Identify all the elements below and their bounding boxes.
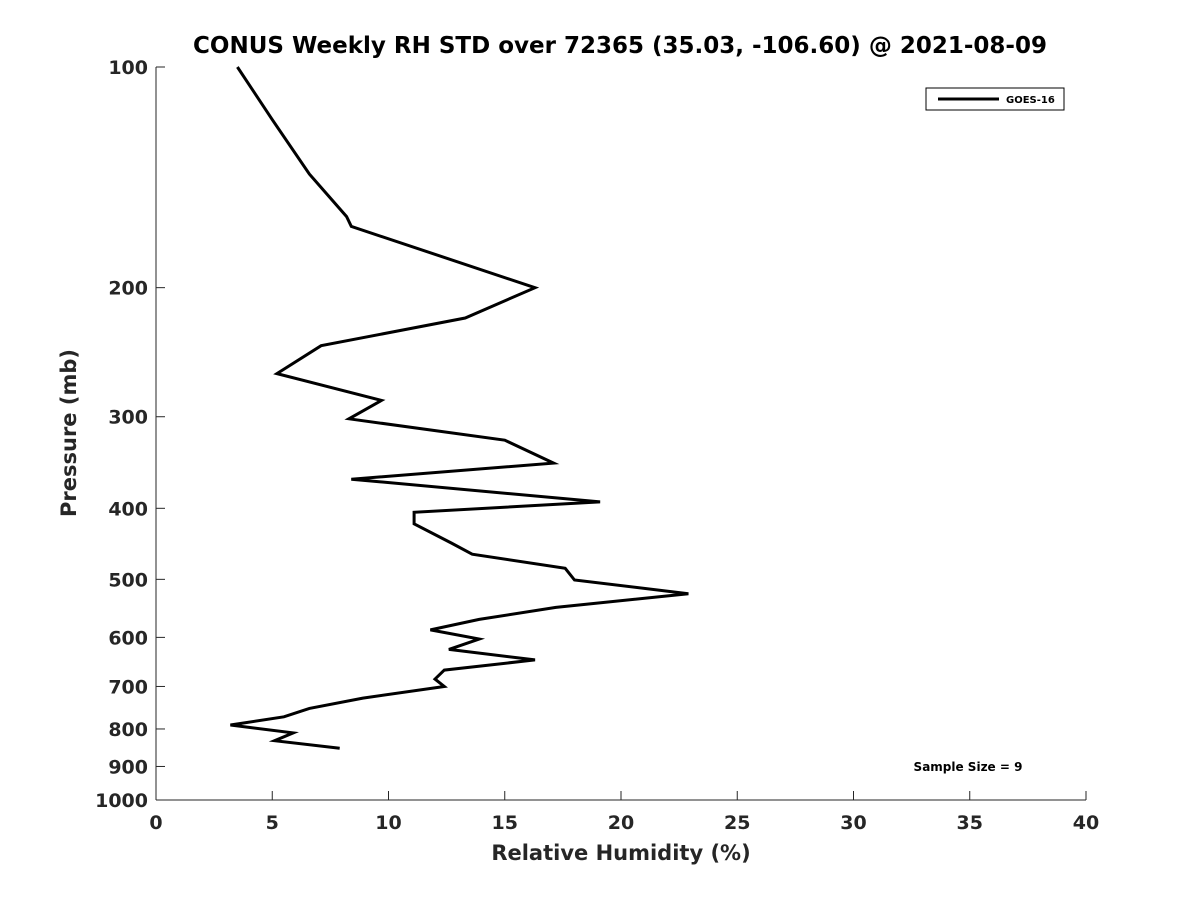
x-tick-label: 25 [724, 812, 750, 834]
y-tick-label: 200 [108, 278, 148, 300]
legend-label: GOES-16 [1006, 95, 1055, 106]
x-tick-label: 35 [957, 812, 983, 834]
y-tick-label: 500 [108, 569, 148, 591]
y-tick-label: 1000 [95, 790, 148, 812]
y-tick-label: 100 [108, 57, 148, 79]
x-tick-label: 10 [375, 812, 401, 834]
y-axis: 100 200 300 400 500 600 700 800 900 1000 [95, 57, 165, 812]
x-axis-label: Relative Humidity (%) [491, 841, 750, 865]
y-tick-label: 300 [108, 407, 148, 429]
x-tick-label: 30 [840, 812, 866, 834]
y-tick-label: 700 [108, 676, 148, 698]
x-tick-label: 15 [492, 812, 518, 834]
plot-background [156, 67, 1086, 800]
series-layer [230, 66, 689, 750]
y-tick-label: 800 [108, 719, 148, 741]
series-line-1 [230, 66, 689, 750]
x-tick-label: 0 [149, 812, 162, 834]
sample-size-annotation: Sample Size = 9 [914, 760, 1023, 774]
y-tick-label: 600 [108, 627, 148, 649]
y-tick-label: 400 [108, 498, 148, 520]
y-axis-label: Pressure (mb) [57, 349, 81, 517]
x-tick-label: 40 [1073, 812, 1099, 834]
chart-title: CONUS Weekly RH STD over 72365 (35.03, -… [193, 33, 1047, 59]
x-axis: 0 5 10 15 20 25 30 35 40 [149, 791, 1099, 834]
legend: GOES-16 [925, 87, 1065, 111]
y-tick-label: 900 [108, 756, 148, 778]
x-tick-label: 5 [266, 812, 279, 834]
x-tick-label: 20 [608, 812, 634, 834]
